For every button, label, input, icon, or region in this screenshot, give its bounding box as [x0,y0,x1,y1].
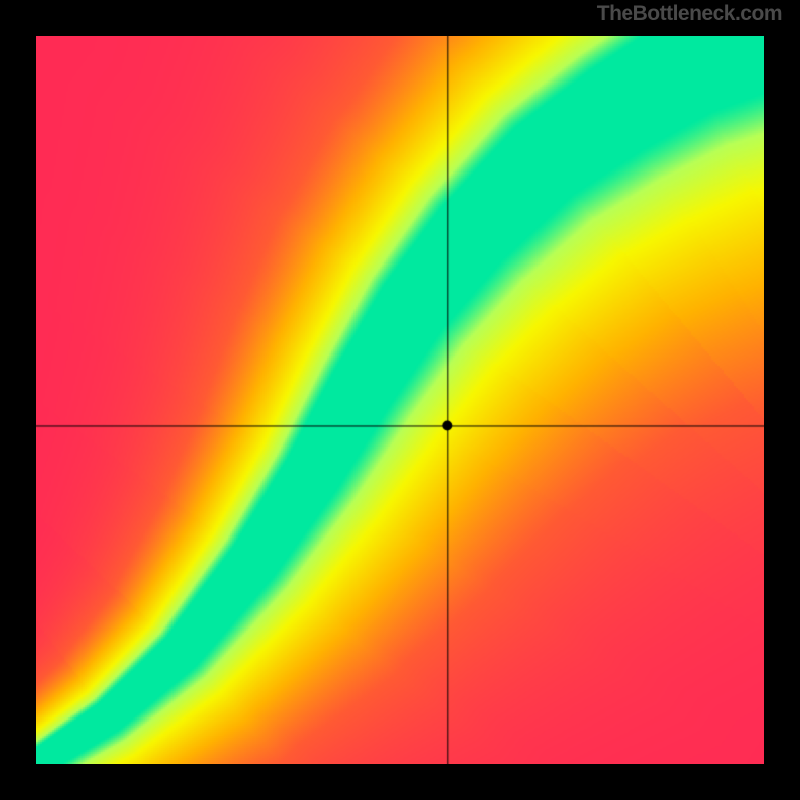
plot-frame [0,0,800,800]
watermark-text: TheBottleneck.com [597,2,782,26]
heatmap-canvas [36,36,764,764]
